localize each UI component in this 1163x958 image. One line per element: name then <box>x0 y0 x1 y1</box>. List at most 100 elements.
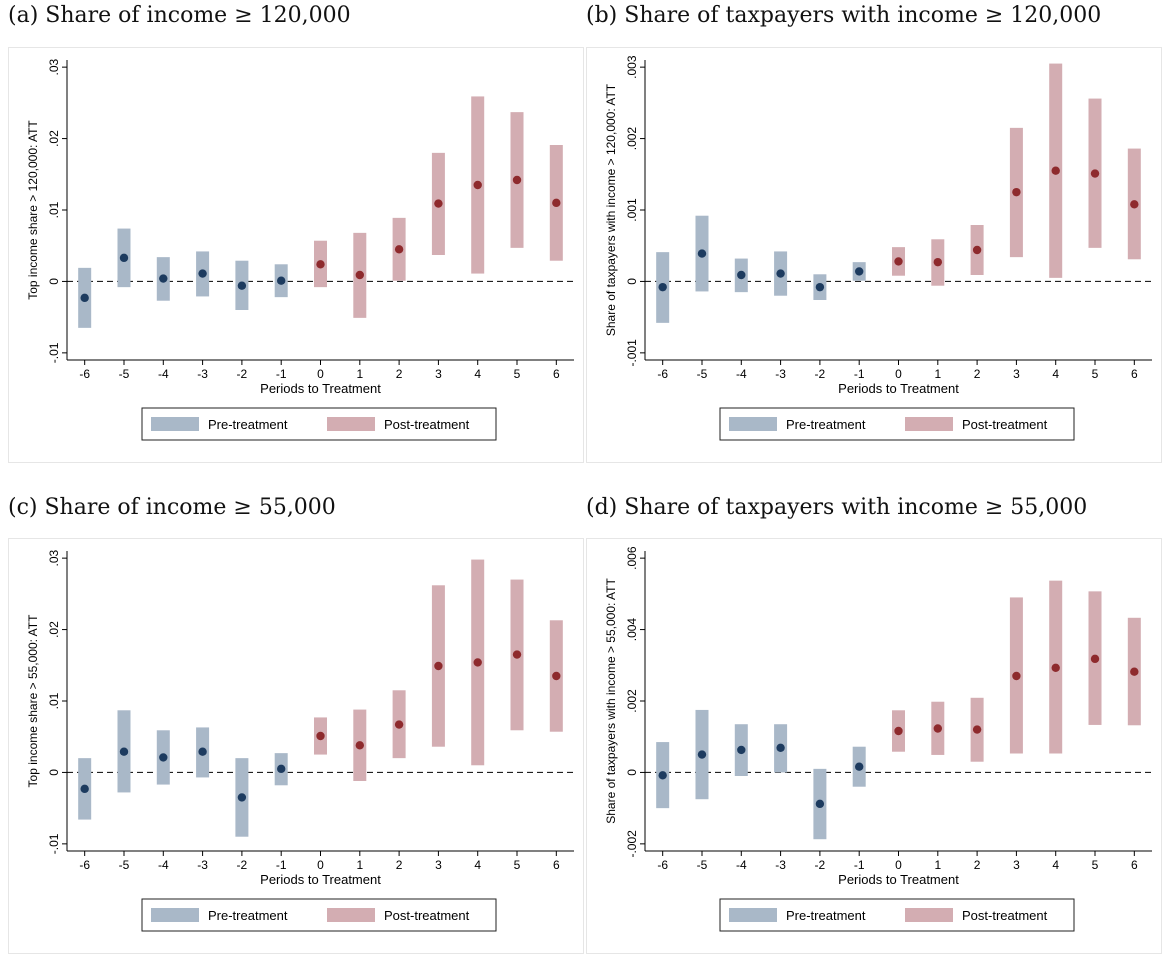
x-tick-label: 4 <box>1052 858 1059 872</box>
point-estimate <box>658 771 667 780</box>
post-treatment-series <box>892 580 1141 762</box>
y-tick-label: .006 <box>625 546 639 570</box>
point-estimate <box>119 253 129 263</box>
x-tick-label: 2 <box>396 858 403 872</box>
legend-box <box>141 407 497 441</box>
chart-panel-d: -.002 0 .002 .004 .006 -6 -5 -4 -3 -2 -1 0 1 2 3 4 5 6 Per… <box>586 538 1162 954</box>
point-estimate <box>972 725 982 734</box>
y-tick-label: .01 <box>47 692 61 709</box>
legend-swatch-pre-treatment <box>729 908 777 922</box>
x-tick-label: -2 <box>237 858 248 872</box>
pre-treatment-series <box>78 710 288 837</box>
point-estimate <box>159 753 168 762</box>
y-tick-label: 0 <box>625 769 639 776</box>
x-tick-label: 0 <box>317 858 324 872</box>
y-axis-title: Share of taxpayers with income > 120,000… <box>604 83 618 336</box>
legend-box <box>141 898 497 932</box>
x-tick-label: 4 <box>474 367 481 381</box>
x-tick-label: -2 <box>815 858 826 872</box>
x-tick-label: -1 <box>276 367 287 381</box>
point-estimate <box>894 257 903 266</box>
legend-label-post-treatment: Post-treatment <box>962 908 1048 923</box>
point-estimate <box>237 281 247 290</box>
post-treatment-series <box>314 96 563 318</box>
x-tick-label: -6 <box>79 858 90 872</box>
x-tick-label: 4 <box>1052 367 1059 381</box>
point-estimate <box>198 747 207 756</box>
x-tick-label: 0 <box>895 858 902 872</box>
legend-swatch-pre-treatment <box>729 417 777 431</box>
y-tick-label: 0 <box>47 769 61 776</box>
point-estimate <box>159 274 168 283</box>
y-tick-label: .01 <box>47 201 61 218</box>
x-tick-label: 2 <box>396 367 403 381</box>
panel-c-title: (c) Share of income ≥ 55,000 <box>8 495 336 520</box>
pre-treatment-series <box>656 709 866 840</box>
legend-box <box>719 898 1075 932</box>
point-estimate <box>1090 654 1100 664</box>
point-estimate <box>552 671 561 681</box>
plot-area: -.01 0 .01 .02 .03 -6 -5 -4 -3 -2 -1 0 1 2 3 4 5 6 <box>47 549 574 872</box>
x-tick-label: 6 <box>553 367 560 381</box>
chart-panel-a: -.01 0 .01 .02 .03 -6 -5 -4 -3 -2 -1 0 1 2 3 4 5 6 Periods… <box>8 47 584 463</box>
chart-c-svg: -.01 0 .01 .02 .03 -6 -5 -4 -3 -2 -1 0 1 2 3 4 5 6 Periods… <box>26 549 574 932</box>
y-tick-label: 0 <box>625 278 639 285</box>
x-tick-label: 6 <box>553 858 560 872</box>
y-tick-label: .002 <box>625 127 639 151</box>
pre-treatment-series <box>78 228 288 328</box>
panel-b-title: (b) Share of taxpayers with income ≥ 120… <box>586 3 1102 28</box>
point-estimate <box>512 650 522 659</box>
point-estimate <box>737 270 746 280</box>
point-estimate <box>473 180 482 190</box>
point-estimate <box>237 793 247 802</box>
plot-area: -.01 0 .01 .02 .03 -6 -5 -4 -3 -2 -1 0 1 2 3 4 5 6 <box>47 58 574 381</box>
point-estimate <box>776 743 785 752</box>
x-tick-label: 1 <box>934 858 941 872</box>
x-axis-title: Periods to Treatment <box>838 381 959 396</box>
y-axis-title: Share of taxpayers with income > 55,000:… <box>604 578 618 824</box>
chart-d-svg: -.002 0 .002 .004 .006 -6 -5 -4 -3 -2 -1 0 1 2 3 4 5 6 Per… <box>604 546 1152 932</box>
point-estimate <box>473 658 482 667</box>
x-tick-label: 3 <box>435 367 442 381</box>
y-tick-label: -.001 <box>625 339 639 367</box>
x-tick-label: 5 <box>1092 367 1099 381</box>
point-estimate <box>972 245 982 255</box>
x-axis-title: Periods to Treatment <box>260 381 381 396</box>
point-estimate <box>894 726 903 736</box>
point-estimate <box>355 741 365 750</box>
legend-swatch-post-treatment <box>327 417 375 431</box>
x-tick-label: -5 <box>697 858 708 872</box>
chart-panel-b: -.001 0 .001 .002 .003 -6 -5 -4 -3 -2 -1 0 1 2 3 4 5 6 Per… <box>586 47 1162 463</box>
point-estimate <box>1051 166 1060 175</box>
legend-label-post-treatment: Post-treatment <box>962 417 1048 432</box>
y-axis-title: Top income share > 120,000: ATT <box>26 120 40 300</box>
point-estimate <box>1012 187 1021 197</box>
y-tick-label: .004 <box>625 618 639 642</box>
point-estimate <box>933 724 943 733</box>
x-tick-label: 0 <box>317 367 324 381</box>
x-tick-label: 4 <box>474 858 481 872</box>
x-axis-title: Periods to Treatment <box>260 872 381 887</box>
x-tick-label: 1 <box>356 858 363 872</box>
point-estimate <box>512 175 522 185</box>
y-axis-title: Top income share > 55,000: ATT <box>26 614 40 788</box>
point-estimate <box>276 276 286 285</box>
point-estimate <box>854 762 864 771</box>
point-estimate <box>1130 200 1139 209</box>
point-estimate <box>434 199 443 208</box>
point-estimate <box>276 764 286 774</box>
y-tick-label: .02 <box>47 621 61 638</box>
x-tick-label: -3 <box>775 858 786 872</box>
legend-swatch-pre-treatment <box>151 908 199 922</box>
legend-label-pre-treatment: Pre-treatment <box>786 908 866 923</box>
x-tick-label: 6 <box>1131 367 1138 381</box>
point-estimate <box>80 784 89 794</box>
legend-label-post-treatment: Post-treatment <box>384 417 470 432</box>
panel-a-title: (a) Share of income ≥ 120,000 <box>8 3 351 28</box>
legend: Pre-treatment Post-treatment <box>141 898 497 932</box>
x-tick-label: -1 <box>276 858 287 872</box>
plot-area: -.002 0 .002 .004 .006 -6 -5 -4 -3 -2 -1 0 1 2 3 4 5 6 <box>625 546 1152 872</box>
y-tick-label: .001 <box>625 198 639 222</box>
x-tick-label: -6 <box>657 367 668 381</box>
x-tick-label: 5 <box>514 367 521 381</box>
